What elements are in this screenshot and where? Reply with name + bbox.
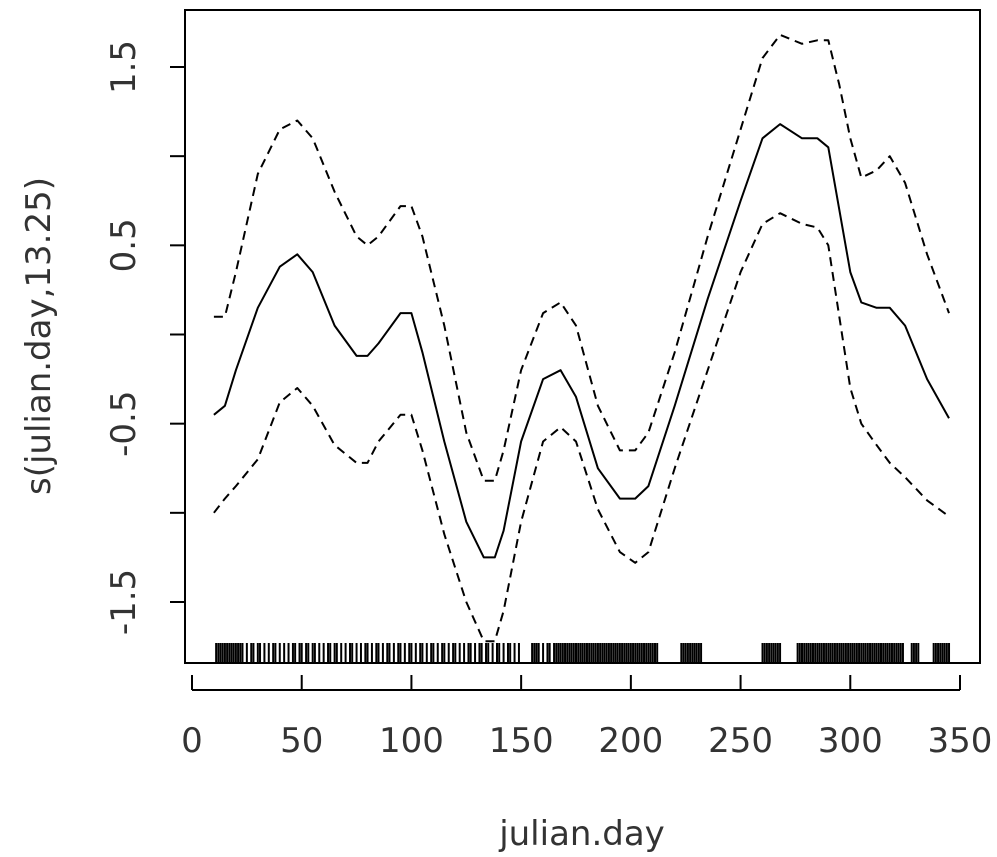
lower-band-line <box>213 212 950 643</box>
y-tick-label: 1.5 <box>104 40 144 94</box>
series-layer <box>213 33 950 643</box>
x-tick-label: 50 <box>280 721 323 761</box>
x-axis-label: julian.day <box>498 814 665 854</box>
y-tick-label: -0.5 <box>104 391 144 457</box>
y-axis: -1.5 -0.5 0.5 1.5 <box>104 40 186 635</box>
y-tick-label: 0.5 <box>104 218 144 272</box>
y-axis-label: s(julian.day,13.25) <box>19 177 59 495</box>
rug-layer <box>215 643 951 663</box>
y-tick-label: -1.5 <box>104 569 144 635</box>
smooth-line <box>213 123 950 559</box>
x-axis: 0 50 100 150 200 250 300 350 <box>181 675 992 761</box>
plot-frame <box>184 9 981 664</box>
x-tick-label: 300 <box>818 721 883 761</box>
x-tick-label: 0 <box>181 721 203 761</box>
x-tick-label: 350 <box>928 721 993 761</box>
x-tick-label: 150 <box>489 721 554 761</box>
x-tick-label: 100 <box>379 721 444 761</box>
x-tick-label: 250 <box>708 721 773 761</box>
upper-band-line <box>213 33 950 482</box>
x-tick-label: 200 <box>598 721 663 761</box>
